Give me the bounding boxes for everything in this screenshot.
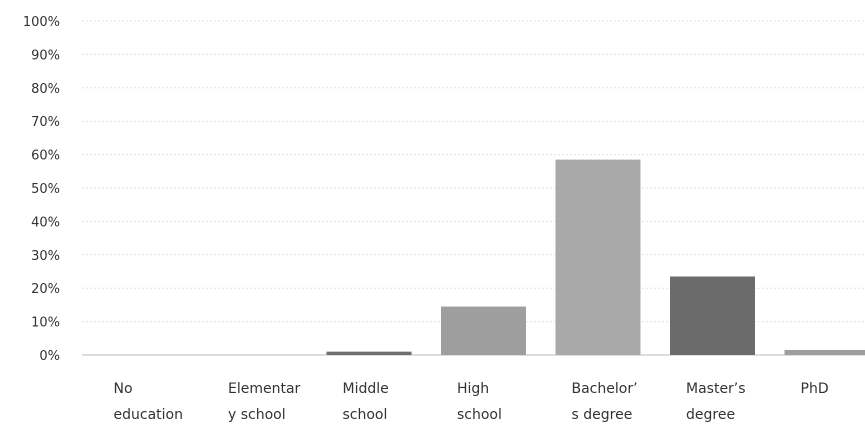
x-category-label: Elementar: [228, 381, 301, 397]
y-tick-label: 0%: [39, 349, 60, 364]
y-tick-label: 90%: [31, 48, 60, 63]
y-tick-label: 60%: [31, 149, 60, 164]
x-category-label: school: [343, 407, 388, 423]
y-tick-label: 50%: [31, 182, 60, 197]
y-tick-label: 40%: [31, 215, 60, 230]
bar-6: [784, 349, 865, 355]
y-tick-label: 30%: [31, 249, 60, 264]
bar-3: [441, 306, 526, 355]
x-category-label: High: [457, 381, 489, 397]
y-tick-label: 10%: [31, 316, 60, 331]
x-axis-category-labels: No education Elementar y school Middle school…: [114, 381, 829, 423]
x-category-label: education: [114, 407, 183, 423]
y-tick-label: 100%: [23, 15, 60, 30]
x-category-label: s degree: [572, 407, 633, 423]
y-tick-label: 70%: [31, 115, 60, 130]
x-category-label: Middle: [343, 381, 389, 397]
x-category-label: degree: [686, 407, 735, 423]
y-tick-label: 20%: [31, 282, 60, 297]
x-category-label: Bachelor’: [572, 381, 638, 397]
bar-2: [326, 351, 412, 355]
y-axis-ticks: 0% 10% 20% 30% 40% 50% 60% 70% 80% 90% 100%: [23, 15, 60, 364]
x-category-label: y school: [228, 407, 286, 423]
bars: [326, 159, 865, 355]
x-category-label: PhD: [801, 381, 829, 397]
y-tick-label: 80%: [31, 82, 60, 97]
bar-4: [555, 159, 641, 355]
x-category-label: No: [114, 381, 133, 397]
x-category-label: school: [457, 407, 502, 423]
bar-5: [670, 276, 755, 355]
x-category-label: Master’s: [686, 381, 746, 397]
